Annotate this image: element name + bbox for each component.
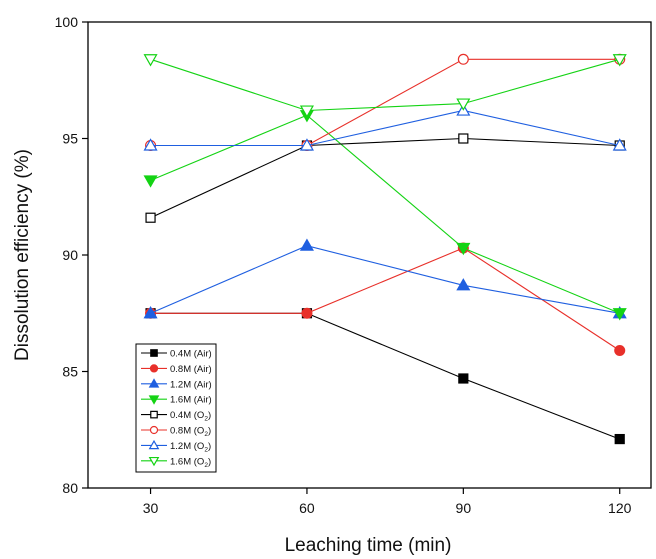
data-point	[457, 53, 469, 65]
legend-marker	[148, 439, 160, 450]
legend-label: 1.2M (O2)	[170, 441, 211, 454]
data-point	[614, 433, 625, 445]
series-7	[143, 54, 627, 118]
legend-entry: 0.4M (O2)	[141, 410, 211, 423]
y-axis-title: Dissolution efficiency (%)	[12, 149, 33, 361]
legend-label: 0.8M (O2)	[170, 426, 211, 439]
legend-label: 1.6M (O2)	[170, 456, 211, 469]
legend-marker	[149, 425, 159, 435]
series-2	[143, 238, 627, 319]
series-line	[150, 58, 620, 147]
legend-marker	[148, 395, 160, 405]
data-point	[299, 238, 314, 251]
legend-marker	[150, 410, 158, 419]
data-point	[456, 278, 471, 291]
y-tick-label: 85	[62, 364, 78, 380]
data-point	[145, 212, 156, 223]
data-point	[456, 242, 471, 256]
series-line	[150, 114, 620, 314]
legend-entry: 1.6M (Air)	[141, 395, 212, 406]
legend-label: 0.4M (O2)	[170, 410, 211, 423]
legend-label: 0.8M (Air)	[170, 364, 212, 375]
x-tick-label: 90	[456, 500, 472, 516]
data-point	[458, 373, 469, 384]
legend-entry: 1.2M (O2)	[141, 439, 211, 454]
data-point	[458, 133, 469, 144]
legend-entry: 0.8M (O2)	[141, 425, 211, 439]
series-line	[150, 245, 620, 314]
legend-label: 0.4M (Air)	[170, 349, 212, 360]
y-tick-label: 100	[55, 14, 79, 30]
legend: 0.4M (Air) 0.8M (Air) 1.2M (Air) 1.6M (Air)…	[135, 343, 217, 473]
y-tick-label: 95	[62, 131, 78, 147]
x-tick-label: 120	[608, 500, 632, 516]
series-layer	[143, 53, 627, 445]
data-point	[614, 345, 626, 357]
data-point	[299, 105, 314, 118]
legend-box	[135, 343, 217, 473]
legend-marker	[150, 349, 158, 357]
y-axis: 80 85 90 95 100	[55, 14, 88, 496]
legend-entry: 1.2M (Air)	[141, 378, 212, 390]
series-5	[145, 53, 626, 152]
data-point	[456, 98, 471, 111]
legend-marker	[148, 378, 160, 388]
series-0	[145, 308, 625, 445]
legend-entry: 0.8M (Air)	[141, 364, 212, 375]
data-point	[612, 54, 627, 67]
legend-entry: 1.6M (O2)	[141, 456, 211, 469]
series-line	[150, 58, 620, 112]
data-point	[143, 54, 158, 67]
series-1	[145, 242, 626, 357]
y-tick-label: 90	[62, 247, 78, 263]
series-4	[145, 133, 625, 223]
data-point	[301, 307, 313, 319]
data-point	[143, 138, 158, 151]
x-axis-title: Leaching time (min)	[285, 535, 452, 556]
data-point	[143, 306, 158, 319]
data-point	[143, 175, 158, 188]
series-line	[150, 312, 620, 440]
x-tick-label: 60	[299, 500, 315, 516]
data-point	[612, 138, 627, 151]
x-tick-label: 30	[143, 500, 159, 516]
legend-label: 1.2M (Air)	[170, 379, 212, 390]
y-tick-label: 80	[62, 480, 78, 496]
x-axis: 30 60 90 120	[143, 488, 632, 516]
series-6	[143, 103, 627, 151]
data-point	[299, 138, 314, 151]
legend-label: 1.6M (Air)	[170, 395, 212, 406]
series-line	[150, 137, 620, 219]
series-line	[150, 109, 620, 147]
legend-marker	[148, 456, 160, 467]
data-point	[612, 308, 627, 321]
series-line	[150, 247, 621, 351]
legend-marker	[149, 364, 159, 373]
legend-entry: 0.4M (Air)	[141, 349, 212, 360]
